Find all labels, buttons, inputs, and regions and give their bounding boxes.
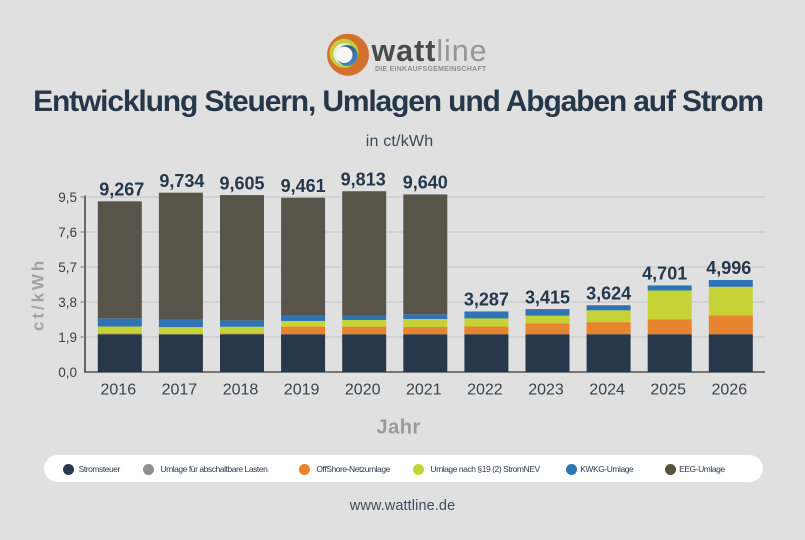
svg-text:5,7: 5,7 [58,260,77,275]
svg-text:2026: 2026 [712,382,748,399]
svg-text:9,640: 9,640 [403,173,448,193]
svg-text:3,8: 3,8 [58,295,77,310]
svg-text:Jahr: Jahr [376,417,420,439]
svg-text:9,734: 9,734 [159,171,204,191]
svg-text:9,461: 9,461 [281,176,326,196]
svg-text:4,701: 4,701 [642,264,687,284]
svg-text:9,605: 9,605 [219,173,264,193]
svg-text:2018: 2018 [223,382,259,399]
svg-text:3,287: 3,287 [464,290,509,310]
svg-text:2021: 2021 [406,382,442,399]
svg-text:9,267: 9,267 [99,180,144,200]
svg-text:2016: 2016 [101,382,137,399]
svg-text:2024: 2024 [589,382,625,399]
svg-text:2025: 2025 [650,382,686,399]
svg-text:2022: 2022 [467,382,503,399]
svg-text:2023: 2023 [528,382,564,399]
svg-text:9,813: 9,813 [341,169,386,189]
svg-text:ct/kWh: ct/kWh [29,258,48,331]
svg-text:0,0: 0,0 [58,365,77,380]
svg-text:7,6: 7,6 [58,225,77,240]
svg-text:2017: 2017 [162,382,198,399]
svg-text:1,9: 1,9 [58,330,77,345]
svg-text:9,5: 9,5 [58,190,77,205]
svg-text:2020: 2020 [345,382,381,399]
svg-text:2019: 2019 [284,382,320,399]
svg-text:3,624: 3,624 [586,283,631,303]
svg-text:4,996: 4,996 [706,258,751,278]
svg-text:3,415: 3,415 [525,287,570,307]
